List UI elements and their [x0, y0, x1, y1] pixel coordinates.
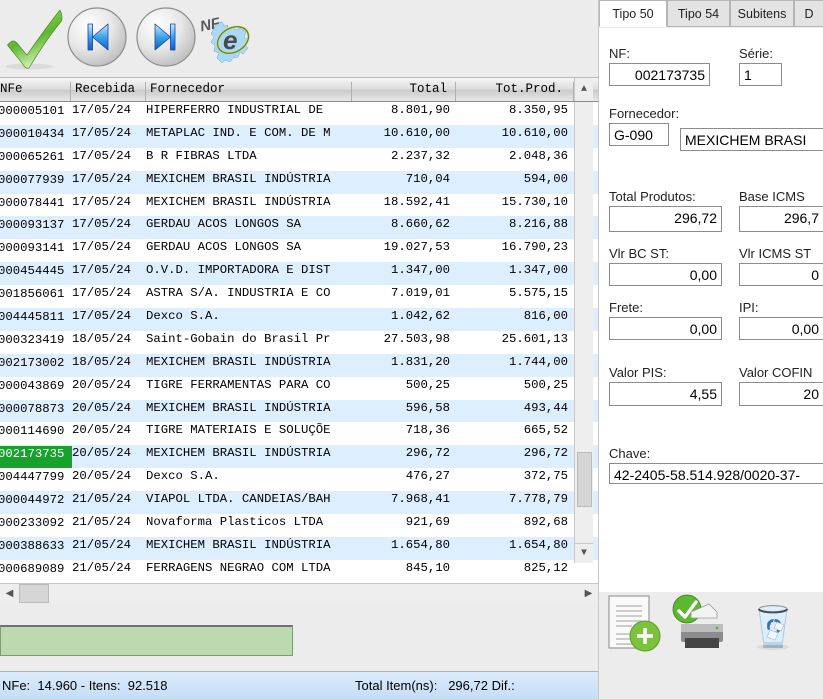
svg-text:e: e: [223, 25, 237, 55]
